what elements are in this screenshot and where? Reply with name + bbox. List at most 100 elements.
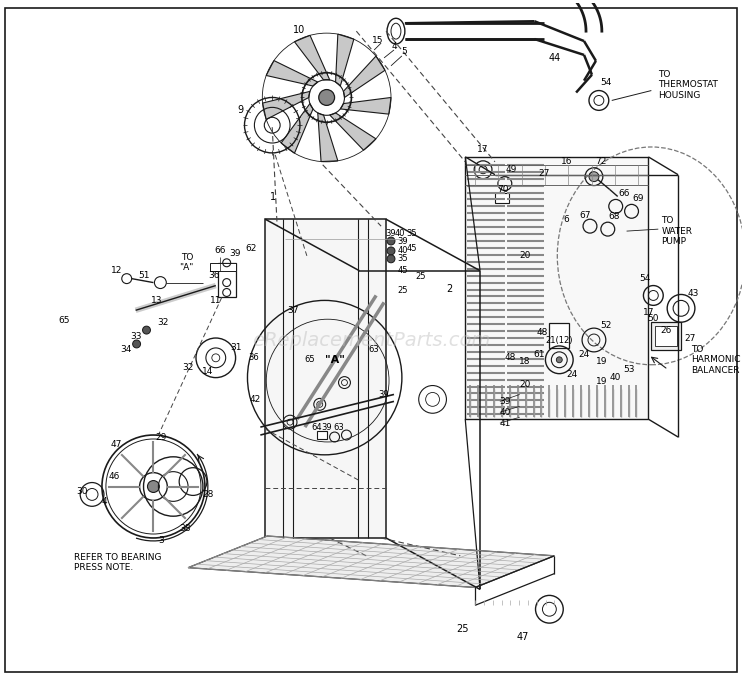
Text: 36: 36 <box>248 354 259 362</box>
Text: 24: 24 <box>578 350 590 359</box>
Text: 14: 14 <box>202 367 214 376</box>
Text: 36: 36 <box>208 271 220 280</box>
Text: 39: 39 <box>379 390 389 399</box>
Bar <box>266 219 386 538</box>
Polygon shape <box>330 113 376 150</box>
Text: 40: 40 <box>398 246 408 256</box>
Text: 45: 45 <box>398 266 408 275</box>
Text: TO
"A": TO "A" <box>178 253 193 273</box>
Text: 48: 48 <box>504 354 515 362</box>
Text: 20: 20 <box>519 252 530 260</box>
Text: 4: 4 <box>392 41 397 50</box>
Ellipse shape <box>387 18 405 44</box>
Text: 68: 68 <box>608 211 619 221</box>
Circle shape <box>387 247 395 255</box>
Circle shape <box>148 481 159 492</box>
Text: 13: 13 <box>151 296 162 305</box>
Polygon shape <box>335 34 354 86</box>
Bar <box>316 431 327 439</box>
Text: 69: 69 <box>633 194 644 203</box>
Text: 66: 66 <box>214 246 226 256</box>
Text: 65: 65 <box>304 355 315 364</box>
Text: 25: 25 <box>416 272 426 281</box>
Text: 26: 26 <box>661 326 672 335</box>
Polygon shape <box>188 536 554 588</box>
Text: 9: 9 <box>238 105 244 116</box>
Text: eReplacementParts.com: eReplacementParts.com <box>252 330 490 350</box>
Text: 39: 39 <box>386 228 396 237</box>
Circle shape <box>589 172 599 182</box>
Text: 39: 39 <box>398 237 408 245</box>
Text: 21(12): 21(12) <box>545 335 573 345</box>
Ellipse shape <box>391 23 401 39</box>
Text: 51: 51 <box>138 271 149 280</box>
Text: 42: 42 <box>250 395 261 404</box>
Text: 53: 53 <box>622 365 634 374</box>
Text: 10: 10 <box>292 25 305 35</box>
Text: 66: 66 <box>618 189 629 198</box>
Text: 39: 39 <box>321 422 332 432</box>
Bar <box>210 262 236 271</box>
Text: 37: 37 <box>287 306 298 315</box>
Bar <box>550 323 569 348</box>
Circle shape <box>556 357 562 362</box>
Text: 16: 16 <box>560 157 572 167</box>
Text: 27: 27 <box>684 333 696 343</box>
Text: 11: 11 <box>210 296 221 305</box>
Text: 6: 6 <box>563 215 569 224</box>
Text: 43: 43 <box>687 289 698 298</box>
Text: 65: 65 <box>58 316 70 325</box>
Text: 4: 4 <box>101 497 106 506</box>
Bar <box>465 157 649 419</box>
Text: 31: 31 <box>230 343 242 352</box>
Polygon shape <box>281 103 313 153</box>
Text: 50: 50 <box>647 313 659 323</box>
Text: 39: 39 <box>499 397 511 406</box>
Text: 41: 41 <box>500 419 511 428</box>
Text: 54: 54 <box>600 78 611 87</box>
Text: 19: 19 <box>596 377 608 386</box>
Text: REFER TO BEARING
PRESS NOTE.: REFER TO BEARING PRESS NOTE. <box>74 553 162 573</box>
Circle shape <box>387 237 395 245</box>
Text: 63: 63 <box>333 422 344 432</box>
Text: 47: 47 <box>517 632 529 642</box>
Text: 39: 39 <box>229 250 240 258</box>
Text: 24: 24 <box>566 370 578 379</box>
Text: 35: 35 <box>398 254 408 263</box>
Text: 40: 40 <box>500 408 511 417</box>
Text: 28: 28 <box>202 490 214 499</box>
Text: TO
HARMONIC
BALANCER: TO HARMONIC BALANCER <box>691 345 740 375</box>
Bar <box>217 262 236 297</box>
Text: 25: 25 <box>456 624 469 634</box>
Bar <box>656 326 677 346</box>
Text: 12: 12 <box>111 266 122 275</box>
Text: 19: 19 <box>596 357 608 367</box>
Text: 30: 30 <box>76 487 88 496</box>
Text: 46: 46 <box>108 472 119 481</box>
Text: 72: 72 <box>596 157 607 167</box>
Polygon shape <box>266 61 318 86</box>
Text: 25: 25 <box>398 286 408 295</box>
Text: 64: 64 <box>311 422 322 432</box>
Text: 15: 15 <box>373 35 384 45</box>
Text: 70: 70 <box>497 185 508 194</box>
Text: 54: 54 <box>640 274 651 283</box>
Circle shape <box>133 340 140 348</box>
Text: 35: 35 <box>406 228 417 237</box>
Polygon shape <box>295 35 330 80</box>
Text: 40: 40 <box>394 228 405 237</box>
Text: 5: 5 <box>401 48 406 56</box>
Text: "A": "A" <box>325 355 344 364</box>
Text: TO
WATER
PUMP: TO WATER PUMP <box>662 216 692 246</box>
Text: 38: 38 <box>179 524 190 532</box>
Text: 63: 63 <box>369 345 380 354</box>
Text: 3: 3 <box>158 537 164 545</box>
Text: 62: 62 <box>246 244 257 254</box>
Text: 17: 17 <box>477 146 489 154</box>
Polygon shape <box>340 97 391 114</box>
Circle shape <box>387 255 395 262</box>
Text: 40: 40 <box>610 373 622 382</box>
Bar <box>651 322 681 350</box>
Circle shape <box>319 90 334 105</box>
Text: 2: 2 <box>446 284 452 294</box>
